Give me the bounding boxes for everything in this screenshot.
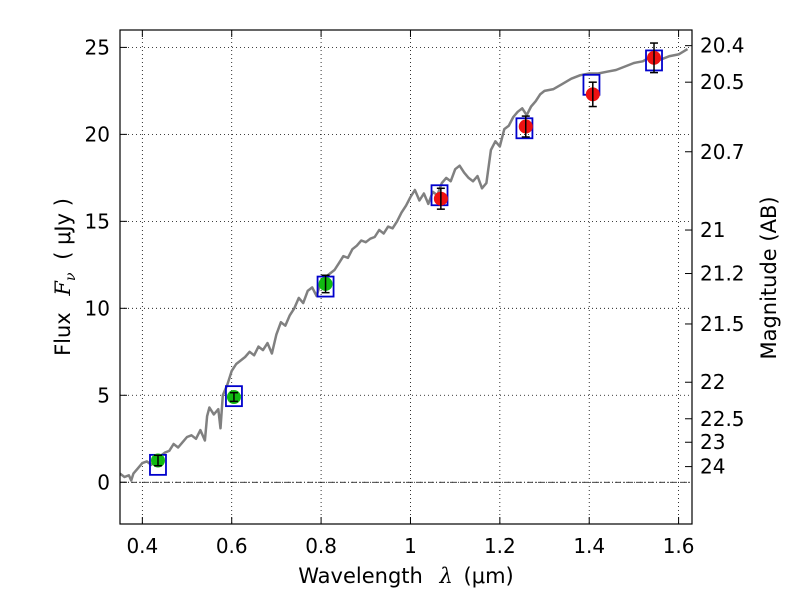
y-axis-title: Flux Fν ( μJy ) [51,198,80,356]
y-axis-symbol: F [51,280,75,297]
x-tick-label: 1.2 [484,534,516,558]
observed-point-layer [150,42,662,468]
y-tick-label: 25 [85,35,110,59]
x-tick-label: 0.4 [126,534,158,558]
y-axis-unit: ( μJy ) [51,198,75,260]
magnitude-tick-label: 22 [700,370,725,394]
magnitude-tick-label: 21 [700,218,725,242]
x-axis-label: Wavelength [298,564,423,588]
y2-axis-title: Magnitude (AB) [757,196,781,359]
y-tick-label: 5 [97,383,110,407]
magnitude-tick-label: 20.4 [700,34,745,58]
x-axis-title: Wavelength λ (μm) [298,564,513,588]
y-tick-label: 0 [97,470,110,494]
magnitude-tick-label: 23 [700,430,725,454]
magnitude-tick-label: 21.5 [700,312,745,336]
x-tick-label: 0.8 [305,534,337,558]
y-tick-label: 10 [85,296,110,320]
y-tick-label: 20 [85,122,110,146]
sed-layer [120,48,689,482]
y-axis-subscript: ν [63,272,79,281]
x-tick-label: 0.6 [216,534,248,558]
model-flux-box [225,385,243,408]
sed-model-line [120,48,689,482]
y-axis-label: Flux [51,312,75,356]
magnitude-tick-label: 21.2 [700,262,745,286]
x-tick-label: 1.6 [663,534,695,558]
magnitude-tick-label: 20.5 [700,70,745,94]
plot-frame [119,29,693,525]
y-tick-label: 15 [85,209,110,233]
tick-layer: 0.4 0.6 0.8 1 1.2 1.4 1.6 0 5 10 15 20 25 20.4 20.5 20.… [85,30,745,558]
x-tick-label: 1 [404,534,417,558]
x-axis-unit: (μm) [464,564,514,588]
x-tick-label: 1.4 [573,534,605,558]
magnitude-tick-label: 24 [700,455,725,479]
x-axis-symbol: λ [439,564,453,588]
magnitude-tick-label: 22.5 [700,407,745,431]
magnitude-tick-label: 20.7 [700,140,745,164]
